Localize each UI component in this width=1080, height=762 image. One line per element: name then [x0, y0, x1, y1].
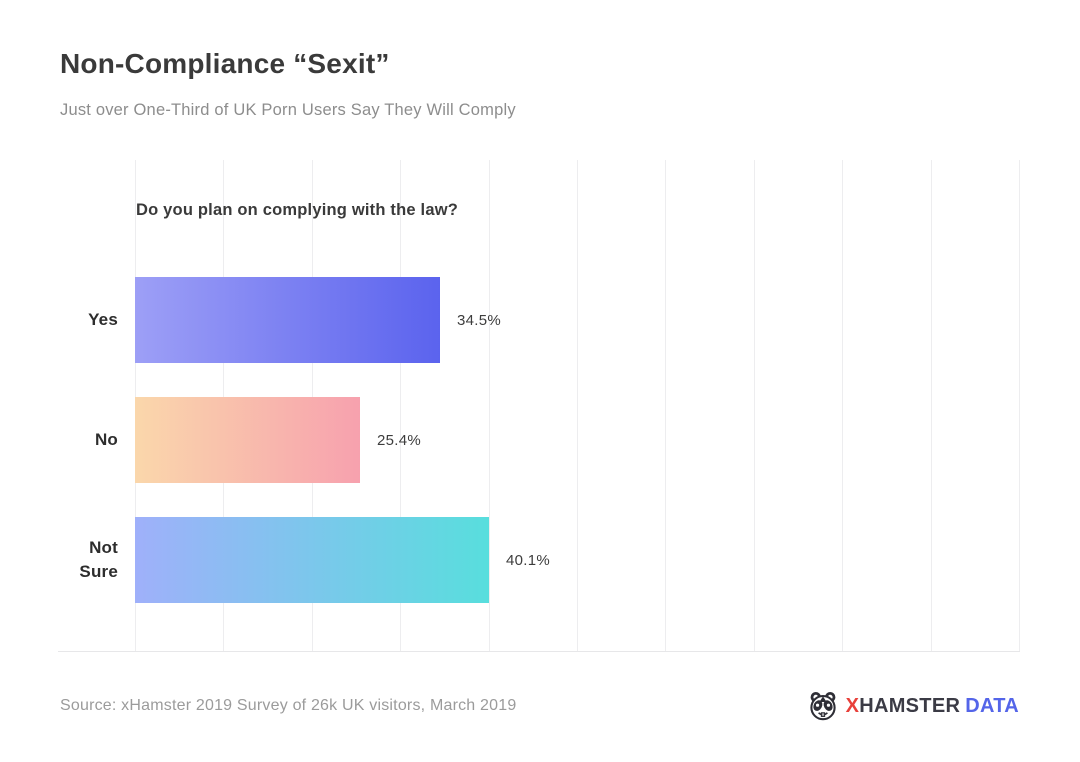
page-subtitle: Just over One-Third of UK Porn Users Say…	[60, 101, 516, 119]
gridline	[1019, 160, 1020, 652]
gridline	[931, 160, 932, 652]
value-label: 25.4%	[377, 431, 422, 449]
value-label: 40.1%	[506, 551, 551, 569]
gridline	[842, 160, 843, 652]
logo-text-x: X	[845, 694, 860, 717]
value-label: 34.5%	[457, 311, 502, 329]
gridline	[577, 160, 578, 652]
page-title: Non-Compliance “Sexit”	[60, 48, 390, 79]
gridline	[489, 160, 490, 652]
bar	[135, 277, 440, 363]
source-text: Source: xHamster 2019 Survey of 26k UK v…	[60, 697, 517, 714]
brand-logo: X HAMSTER DATA	[807, 690, 1019, 722]
bar	[135, 517, 489, 603]
category-label: No	[94, 430, 118, 449]
bar-row: Not Sure 40.1%	[60, 517, 1020, 603]
bar-row: No 25.4%	[60, 397, 1020, 483]
chart-question: Do you plan on complying with the law?	[136, 201, 459, 219]
gridline	[400, 160, 401, 652]
category-label: Yes	[88, 310, 118, 329]
bar	[135, 397, 360, 483]
gridline	[665, 160, 666, 652]
category-label: Not Sure	[79, 538, 118, 581]
bar-row: Yes 34.5%	[60, 277, 1020, 363]
logo-text-hamster: HAMSTER	[859, 694, 961, 717]
gridline	[754, 160, 755, 652]
x-axis-line	[58, 651, 1020, 652]
bar-chart: Do you plan on complying with the law? Y…	[58, 160, 1020, 652]
hamster-face-icon	[809, 692, 836, 721]
logo-text-data: DATA	[965, 694, 1019, 717]
logo-wordmark: X HAMSTER DATA	[846, 695, 1019, 718]
